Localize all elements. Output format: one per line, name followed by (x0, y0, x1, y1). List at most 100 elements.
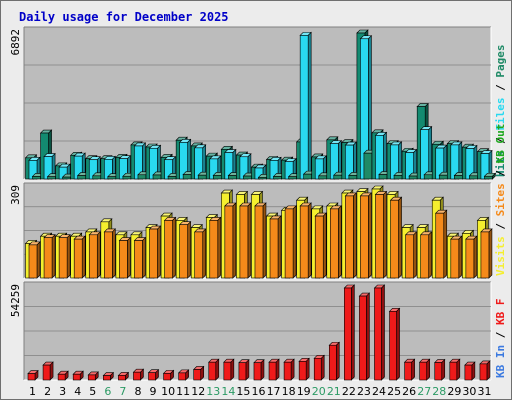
bar-kb-f-day-28-front (434, 362, 443, 381)
bar-pages-day-31-front (484, 175, 493, 180)
bar-sites-day-14-side (232, 202, 237, 279)
x-tick-label: 22 (342, 385, 356, 398)
bar-sites-day-5-front (88, 234, 98, 279)
x-tick-label: 27 (417, 385, 431, 398)
bar-kb-f-day-14-side (230, 358, 235, 381)
legend-files: Files (494, 98, 507, 131)
bar-kb-f-day-12-front (193, 369, 202, 381)
bar-sites-day-6 (103, 228, 117, 279)
bar-kb-f-day-22 (343, 284, 356, 381)
legend-hits: Hits (494, 151, 507, 178)
bar-kb-f-day-10-front (163, 373, 171, 381)
bar-sites-day-19 (299, 202, 312, 279)
bar-sites-day-24-side (383, 190, 387, 279)
bar-sites-day-22-side (353, 192, 357, 279)
bar-sites-day-7-front (119, 240, 128, 279)
bar-pages-day-12-front (197, 174, 207, 180)
bar-sites-day-2-front (43, 237, 53, 279)
bar-sites-day-23 (359, 192, 373, 279)
bar-sites-day-9 (148, 225, 162, 279)
bar-sites-day-11-front (179, 224, 188, 279)
bar-sites-day-11-side (187, 220, 191, 279)
bar-kb-f-day-15-front (238, 362, 247, 381)
bar-files-day-30 (465, 144, 478, 180)
bar-pages-day-28-front (438, 174, 448, 180)
y-max-label: 309 (9, 185, 22, 205)
bar-sites-day-2 (43, 233, 56, 279)
legend-panel-2: Visits / Sites / KB Out (494, 124, 507, 276)
bar-sites-day-26 (404, 231, 418, 279)
bar-sites-day-28-front (435, 212, 445, 279)
bar-files-day-21 (329, 139, 343, 180)
bar-kb-f-day-4-front (72, 373, 81, 381)
panel-3: 54259 KB In / KB F (9, 281, 507, 381)
bar-files-day-27 (419, 125, 433, 180)
bar-pages-day-11-front (182, 174, 192, 180)
bar-sites-day-5-side (96, 231, 101, 279)
bar-sites-day-10 (163, 216, 177, 279)
bar-sites-day-3-front (58, 237, 68, 279)
bar-kb-f-day-22-front (344, 287, 352, 381)
bar-pages-day-24-front (378, 174, 388, 180)
bar-kb-f-day-26 (403, 358, 416, 381)
bar-sites-day-28 (435, 209, 448, 279)
bar-pages-day-8-front (137, 174, 147, 180)
bar-sites-day-17-front (269, 218, 279, 279)
legend-sites: Sites (494, 183, 507, 216)
bar-sites-day-17 (269, 215, 282, 279)
legend-separator: / (494, 131, 507, 151)
bar-pages-day-30-front (469, 175, 478, 180)
bar-sites-day-1-side (36, 241, 41, 279)
x-tick-label: 18 (282, 385, 296, 398)
bar-kb-f-day-24-front (374, 287, 382, 381)
bar-kb-f-day-17-front (268, 361, 277, 381)
bar-sites-day-10-side (172, 216, 176, 279)
bar-sites-day-8-front (134, 240, 143, 279)
bar-sites-day-16-side (262, 202, 267, 279)
bar-kb-f-day-18-side (290, 358, 295, 381)
bar-pages-day-17-front (273, 176, 282, 180)
bar-kb-f-day-29 (449, 358, 461, 381)
x-tick-label: 15 (236, 385, 250, 398)
legend-panel-1: Hits / Files / Pages (494, 45, 507, 178)
x-tick-label: 9 (150, 385, 157, 398)
x-tick-label: 1 (29, 385, 36, 398)
bar-files-day-31 (480, 149, 493, 180)
x-tick-label: 7 (119, 385, 126, 398)
legend-separator: / (494, 163, 507, 183)
bar-sites-day-25 (389, 196, 403, 279)
bar-kb-f-day-13-side (215, 358, 220, 381)
bar-sites-day-29 (450, 235, 463, 279)
bar-sites-day-21 (329, 205, 343, 279)
bar-sites-day-18-side (292, 205, 297, 279)
bar-kb-f-day-31-front (479, 363, 488, 381)
bar-kb-f-day-19-front (298, 361, 307, 381)
bar-kb-f-day-18-front (283, 361, 292, 381)
bar-sites-day-8 (133, 236, 147, 279)
bar-pages-day-19-front (303, 173, 312, 180)
bar-pages-day-29-front (454, 175, 463, 180)
bar-kb-f-day-7-front (118, 375, 126, 381)
legend-separator: / (494, 325, 507, 345)
bar-sites-day-10-front (164, 220, 173, 279)
bar-sites-day-18-front (284, 208, 294, 279)
bar-sites-day-30-front (465, 238, 475, 279)
bar-pages-day-1-front (32, 176, 41, 180)
bar-sites-day-6-front (104, 231, 113, 279)
legend-pages: Pages (494, 45, 507, 78)
x-tick-label: 4 (74, 385, 81, 398)
bar-sites-day-29-front (450, 238, 460, 279)
bar-kb-f-day-29-front (449, 361, 458, 381)
bar-kb-f-day-10 (162, 369, 175, 381)
bar-sites-day-24-front (375, 194, 384, 279)
x-tick-label: 14 (221, 385, 235, 398)
bar-pages-day-13-front (212, 175, 222, 180)
bar-kb-f-day-17-side (275, 358, 280, 381)
bar-files-day-24 (374, 131, 388, 180)
bar-pages-day-22-front (348, 175, 358, 180)
bar-files-day-19 (299, 31, 312, 180)
x-tick-label: 17 (267, 385, 281, 398)
bar-sites-day-20-side (322, 212, 327, 279)
bar-files-day-12 (193, 144, 207, 180)
bar-kb-f-day-16 (253, 358, 265, 381)
